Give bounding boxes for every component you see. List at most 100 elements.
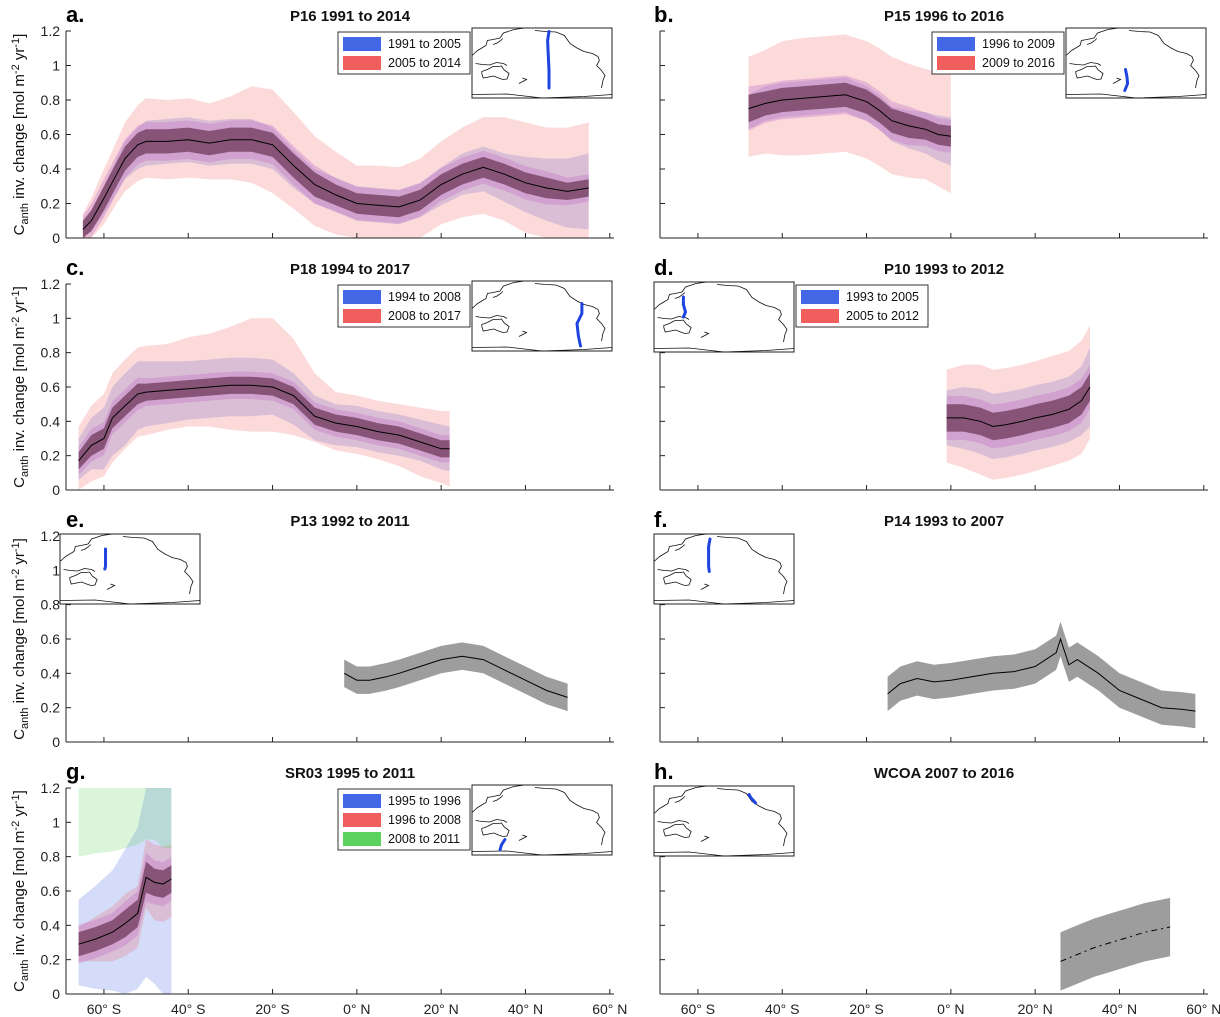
legend-swatch: [343, 813, 381, 827]
panel-title: P18 1994 to 2017: [290, 261, 410, 278]
panel-g: 0 0.2 0.4 0.6 0.8 1 1.2 60° S 40° S 20° S 0° N 20° …: [10, 759, 627, 1017]
y-tick-label: 0.4: [41, 161, 61, 177]
y-tick-label: 0.4: [41, 917, 61, 933]
band-layer: [946, 325, 1091, 480]
legend-label: 2005 to 2012: [846, 309, 919, 323]
map-new-zealand: [700, 835, 710, 842]
band-2008-to-2017: [78, 318, 450, 490]
legend-label: 2009 to 2016: [982, 56, 1055, 70]
panel-title: P16 1991 to 2014: [290, 8, 411, 25]
legend-swatch: [343, 309, 381, 323]
map-indonesia: [475, 819, 508, 823]
band-combined-dark: [78, 861, 172, 957]
panel-letter: a.: [66, 2, 84, 27]
y-axis-label-part: -2: [10, 64, 22, 74]
y-axis-label-part: yr: [11, 552, 28, 569]
map-antarctica: [471, 93, 613, 99]
legend-swatch: [937, 56, 975, 70]
map-australia: [663, 319, 692, 334]
map-new-zealand: [518, 834, 528, 841]
y-axis-label-part: C: [11, 729, 28, 740]
map-asia-coast: [653, 281, 707, 310]
mean-line: [78, 384, 450, 462]
map-americas-coast: [716, 788, 788, 847]
legend: 1995 to 1996 1996 to 2008 2008 to 2011: [337, 788, 471, 851]
y-tick-label: 0.2: [41, 700, 61, 716]
x-tick-label: 40° N: [508, 1001, 543, 1017]
y-tick-label: 1: [52, 58, 60, 74]
y-axis-label-part: C: [11, 224, 28, 235]
band-2005-to-2012: [946, 325, 1090, 480]
map-antarctica: [653, 347, 795, 353]
inset-map-frame: [471, 784, 613, 856]
panel-letter: g.: [66, 759, 86, 784]
map-indonesia: [657, 316, 690, 320]
y-tick-label: 1.2: [41, 528, 61, 544]
y-axis-label: Canth inv. change [mol m-2 yr-1]: [10, 790, 31, 992]
y-axis-label-part: yr: [11, 804, 28, 821]
y-axis-label-part: inv. change [mol m: [11, 579, 28, 708]
map-antarctica: [653, 851, 795, 857]
map-australia: [1075, 65, 1104, 80]
map-antarctica: [471, 850, 613, 856]
y-axis-label-part: -1: [10, 542, 22, 552]
x-tick-label: 40° S: [171, 1001, 205, 1017]
y-tick-label: 0.6: [41, 127, 61, 143]
band-2009-to-2016: [748, 34, 951, 194]
map-asia-coast: [653, 533, 707, 562]
panel-d: d. P10 1993 to 2012 1993 to 2005 2005 to 20…: [653, 255, 1208, 491]
map-australia: [663, 571, 692, 586]
panel-letter: e.: [66, 507, 84, 532]
map-asia-coast: [471, 784, 525, 813]
inset-map-frame: [59, 533, 201, 605]
y-tick-label: 0: [52, 482, 60, 498]
band-2008-to-2011: [78, 788, 172, 857]
y-axis-label-part: ]: [11, 286, 28, 290]
inset-map: [59, 533, 201, 605]
panel-letter: f.: [654, 507, 667, 532]
map-indonesia: [657, 568, 690, 572]
legend-label: 2008 to 2017: [388, 309, 461, 323]
y-axis-label-part: -2: [10, 317, 22, 327]
x-tick-label: 60° N: [1186, 1001, 1220, 1017]
legend-swatch: [343, 290, 381, 304]
x-tick-label: 40° N: [1102, 1001, 1137, 1017]
map-asia-coast: [471, 27, 525, 56]
legend-label: 1996 to 2009: [982, 37, 1055, 51]
panel-title: SR03 1995 to 2011: [285, 765, 415, 782]
y-tick-label: 0.2: [41, 196, 61, 212]
y-tick-label: 0.4: [41, 413, 61, 429]
map-japan: [80, 544, 92, 551]
panel-title: WCOA 2007 to 2016: [874, 765, 1014, 782]
legend-label: 2005 to 2014: [388, 56, 461, 70]
map-americas-coast: [534, 30, 606, 89]
map-australia: [481, 65, 510, 80]
map-new-zealand: [700, 583, 710, 590]
map-new-zealand: [518, 77, 528, 84]
map-antarctica: [59, 599, 201, 605]
y-tick-label: 0: [52, 230, 60, 246]
y-tick-label: 1.2: [41, 23, 61, 39]
map-japan: [492, 291, 504, 298]
map-australia: [481, 822, 510, 837]
cruise-track: [498, 838, 507, 852]
y-tick-label: 0.2: [41, 448, 61, 464]
map-asia-coast: [471, 280, 525, 309]
band-layer: [78, 788, 172, 994]
panel-title: P15 1996 to 2016: [884, 8, 1004, 25]
y-tick-label: 0.8: [41, 92, 61, 108]
map-indonesia: [657, 820, 690, 824]
legend-swatch: [801, 309, 839, 323]
map-indonesia: [63, 568, 96, 572]
y-axis-label-part: -2: [10, 569, 22, 579]
y-tick-label: 1: [52, 814, 60, 830]
x-tick-label: 40° S: [765, 1001, 799, 1017]
map-australia: [663, 823, 692, 838]
map-japan: [492, 38, 504, 45]
legend-swatch: [343, 37, 381, 51]
map-new-zealand: [106, 583, 116, 590]
band-layer: [887, 621, 1196, 729]
mean-line: [1060, 926, 1171, 962]
y-axis-label-part: C: [11, 477, 28, 488]
map-asia-coast: [59, 533, 113, 562]
